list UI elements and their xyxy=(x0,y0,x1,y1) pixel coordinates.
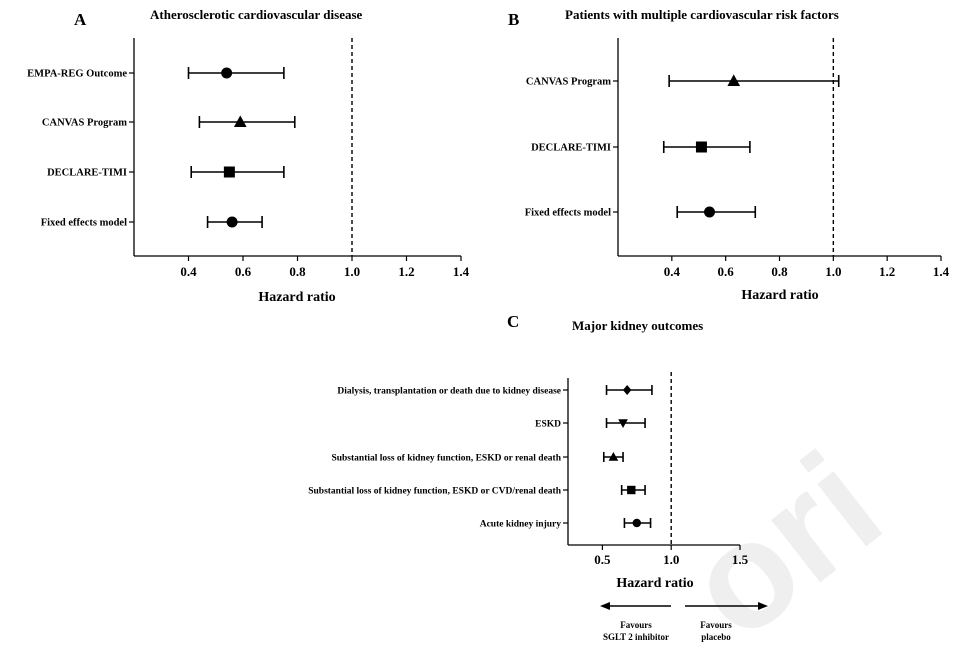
favours-left-line2: SGLT 2 inhibitor xyxy=(603,632,669,642)
favours-right-line2: placebo xyxy=(701,632,731,642)
panel-c: C Major kidney outcomes 0.5 1.0 1.5 Dialysi… xyxy=(308,312,768,642)
panel-b-x-tick-label: 1.2 xyxy=(879,264,895,279)
panel-c-point-triangle xyxy=(608,451,619,461)
panel-c-row-label: ESKD xyxy=(535,420,561,430)
panel-b: B Patients with multiple cardiovascular … xyxy=(508,7,950,303)
favours-arrows: Favours SGLT 2 inhibitor Favours placebo xyxy=(600,602,768,642)
panel-b-point-square xyxy=(695,141,707,153)
panel-a-point-triangle xyxy=(233,115,247,127)
panel-a-point-circle xyxy=(221,67,233,79)
panel-c-point-diamond xyxy=(622,384,632,396)
panel-b-row-label: CANVAS Program xyxy=(526,77,611,88)
panel-b-x-tick-label: 1.4 xyxy=(933,264,950,279)
panel-a-point-square xyxy=(223,166,235,178)
panel-a-plot: 0.4 0.6 0.8 1.0 1.2 1.4 EMPA-REG Outcome CANVAS… xyxy=(27,38,470,279)
panel-b-point-circle xyxy=(704,206,716,218)
panel-b-row-label: Fixed effects model xyxy=(525,208,611,219)
panel-a-x-tick-label: 1.4 xyxy=(453,264,470,279)
panel-a-point-circle xyxy=(226,216,238,228)
panel-c-x-tick-label: 0.5 xyxy=(594,552,611,567)
panel-a-x-tick-label: 0.4 xyxy=(180,264,197,279)
panel-b-x-tick-label: 0.4 xyxy=(664,264,681,279)
panel-b-x-tick-label: 0.8 xyxy=(771,264,788,279)
watermark: ori xyxy=(656,420,910,654)
panel-b-x-tick-label: 1.0 xyxy=(825,264,841,279)
favours-left-arrowhead xyxy=(600,602,610,610)
panel-a-x-axis-title: Hazard ratio xyxy=(258,290,335,305)
panel-c-letter: C xyxy=(507,312,519,331)
panel-a-title: Atherosclerotic cardiovascular disease xyxy=(150,7,363,22)
panel-c-x-tick-label: 1.5 xyxy=(732,552,749,567)
panel-b-title: Patients with multiple cardiovascular ri… xyxy=(565,7,839,22)
favours-left-line1: Favours xyxy=(620,620,652,630)
favours-right-arrowhead xyxy=(758,602,768,610)
panel-b-x-axis-title: Hazard ratio xyxy=(741,288,818,303)
panel-b-letter: B xyxy=(508,10,519,29)
panel-b-x-tick-label: 0.6 xyxy=(718,264,735,279)
panel-a-x-tick-label: 1.0 xyxy=(344,264,360,279)
panel-c-plot: 0.5 1.0 1.5 Dialysis, transplantation or de… xyxy=(308,372,749,567)
panel-c-point-triangle-down xyxy=(618,419,628,429)
panel-c-row-label: Substantial loss of kidney function, ESK… xyxy=(308,487,561,497)
panel-a-row-label: Fixed effects model xyxy=(41,218,127,229)
panel-b-row-label: DECLARE-TIMI xyxy=(531,143,611,154)
panel-c-point-square xyxy=(627,485,636,495)
panel-c-row-label: Substantial loss of kidney function, ESK… xyxy=(331,454,561,464)
panel-c-point-circle xyxy=(632,518,641,528)
panel-b-plot: 0.4 0.6 0.8 1.0 1.2 1.4 CANVAS Program DECLARE-… xyxy=(525,38,950,279)
panel-a-row-label: DECLARE-TIMI xyxy=(47,168,127,179)
panel-b-point-triangle xyxy=(727,74,741,86)
panel-c-title: Major kidney outcomes xyxy=(572,318,703,333)
panel-c-row-label: Dialysis, transplantation or death due t… xyxy=(337,387,561,397)
panel-a-x-tick-label: 1.2 xyxy=(398,264,414,279)
panel-c-x-tick-label: 1.0 xyxy=(663,552,679,567)
panel-a-row-label: CANVAS Program xyxy=(42,118,127,129)
panel-a-row-label: EMPA-REG Outcome xyxy=(27,69,127,80)
panel-a-x-tick-label: 0.6 xyxy=(235,264,252,279)
panel-c-row-label: Acute kidney injury xyxy=(480,520,562,530)
panel-c-x-axis-title: Hazard ratio xyxy=(616,576,693,591)
panel-a-x-tick-label: 0.8 xyxy=(289,264,306,279)
favours-right-line1: Favours xyxy=(700,620,732,630)
panel-a: A Atherosclerotic cardiovascular disease… xyxy=(27,7,469,305)
panel-a-letter: A xyxy=(74,10,87,29)
